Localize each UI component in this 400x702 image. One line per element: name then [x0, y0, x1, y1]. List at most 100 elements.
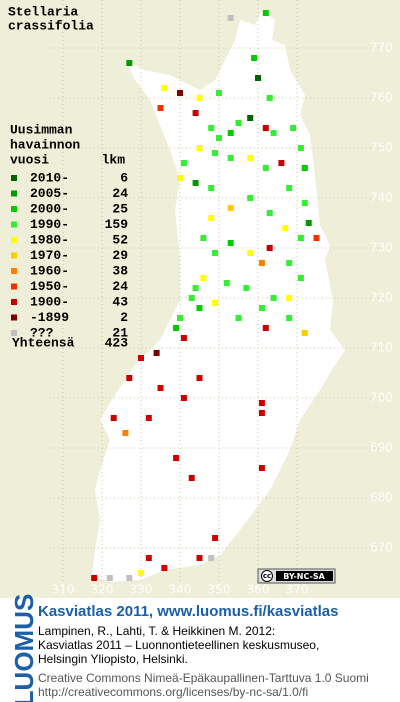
legend-swatch: [11, 283, 17, 290]
occurrence-square: [247, 115, 254, 121]
occurrence-square: [106, 575, 113, 581]
legend-count: 38: [112, 263, 128, 278]
legend-swatch: [11, 175, 17, 181]
legend-count: 6: [120, 170, 128, 185]
y-tick-label: 740: [370, 191, 393, 205]
occurrence-square: [212, 250, 219, 256]
y-tick-label: 710: [370, 341, 393, 355]
occurrence-square: [313, 235, 320, 241]
x-tick-label: 370: [286, 583, 309, 597]
legend-swatch: [11, 314, 17, 321]
y-tick-label: 690: [370, 441, 393, 455]
legend-swatch: [11, 221, 17, 228]
occurrence-square: [262, 125, 269, 131]
occurrence-square: [282, 225, 289, 231]
occurrence-square: [286, 185, 293, 191]
legend-label: 2005-: [30, 186, 69, 201]
legend-swatch: [11, 237, 17, 243]
legend-heading: Uusimman: [10, 122, 73, 137]
occurrence-square: [188, 475, 195, 481]
y-tick-label: 760: [370, 91, 393, 105]
occurrence-square: [110, 415, 117, 421]
occurrence-square: [258, 465, 265, 471]
citation: Lampinen, R., Lahti, T. & Heikkinen M. 2…: [38, 624, 275, 638]
y-tick-label: 730: [370, 241, 393, 255]
occurrence-square: [235, 315, 242, 321]
logo: LUOMUS: [9, 594, 39, 702]
occurrence-square: [192, 285, 199, 291]
badge-circle: [261, 570, 273, 582]
occurrence-square: [227, 130, 234, 136]
occurrence-square: [126, 375, 133, 381]
title-line: crassifolia: [8, 18, 94, 33]
occurrence-square: [262, 325, 269, 331]
occurrence-square: [173, 325, 180, 331]
legend-label: ???: [30, 325, 54, 340]
y-tick-label: 670: [370, 541, 393, 555]
occurrence-square: [212, 150, 219, 156]
legend-swatch: [11, 299, 17, 305]
occurrence-square: [255, 75, 261, 81]
occurrence-square: [258, 305, 265, 311]
legend-label: 1980-: [30, 232, 69, 247]
license: http://creativecommons.org/licenses/by-n…: [38, 685, 308, 699]
legend-label: 1960-: [30, 263, 69, 278]
badge-text-bg: [276, 571, 333, 581]
legend-swatch: [11, 190, 17, 197]
occurrence-square: [286, 260, 293, 266]
legend-label: 1970-: [30, 248, 69, 263]
x-tick-label: 350: [208, 583, 231, 597]
occurrence-square: [192, 110, 199, 116]
occurrence-square: [278, 160, 285, 166]
legend-total: 423: [105, 335, 129, 350]
legend-count-header: lkm: [102, 152, 126, 167]
occurrence-square: [208, 555, 215, 561]
legend-swatch: [11, 206, 17, 212]
legend-count: 29: [112, 248, 128, 263]
legend-swatch: [11, 252, 17, 259]
occurrence-square: [196, 145, 203, 151]
occurrence-square: [297, 275, 304, 281]
occurrence-square: [208, 215, 215, 221]
occurrence-square: [227, 155, 234, 161]
occurrence-square: [161, 85, 168, 91]
occurrence-square: [266, 210, 273, 216]
y-tick-label: 750: [370, 141, 393, 155]
legend-count: 159: [105, 217, 129, 232]
footer-headline: Kasviatlas 2011, www.luomus.fi/kasviatla…: [38, 603, 338, 620]
occurrence-square: [227, 240, 234, 246]
citation: Helsingin Yliopisto, Helsinki.: [38, 652, 188, 666]
occurrence-square: [200, 275, 207, 281]
occurrence-square: [145, 555, 152, 561]
x-tick-label: 310: [52, 583, 75, 597]
occurrence-square: [297, 235, 304, 241]
occurrence-square: [301, 200, 308, 206]
legend-label: 1990-: [30, 217, 69, 232]
occurrence-square: [145, 415, 152, 421]
legend-heading: vuosi: [10, 152, 49, 167]
occurrence-square: [290, 125, 297, 131]
occurrence-square: [91, 575, 98, 581]
occurrence-square: [177, 90, 183, 96]
occurrence-square: [180, 395, 187, 401]
occurrence-square: [258, 260, 265, 266]
occurrence-square: [126, 60, 133, 66]
title-line: Stellaria: [8, 4, 78, 19]
citation: Kasviatlas 2011 – Luonnontieteellinen ke…: [38, 638, 319, 652]
occurrence-square: [270, 130, 277, 136]
legend-heading: havainnon: [10, 137, 80, 152]
occurrence-square: [196, 95, 203, 101]
occurrence-square: [270, 295, 277, 301]
x-tick-label: 360: [247, 583, 270, 597]
occurrence-square: [227, 205, 234, 211]
x-tick-label: 340: [169, 583, 192, 597]
x-tick-label: 330: [130, 583, 153, 597]
occurrence-square: [157, 385, 164, 391]
occurrence-square: [297, 145, 304, 151]
occurrence-square: [208, 185, 215, 191]
occurrence-square: [153, 350, 160, 356]
occurrence-square: [258, 410, 265, 416]
occurrence-square: [212, 300, 219, 306]
legend-label: 2010-: [30, 170, 69, 185]
y-tick-label: 720: [370, 291, 393, 305]
